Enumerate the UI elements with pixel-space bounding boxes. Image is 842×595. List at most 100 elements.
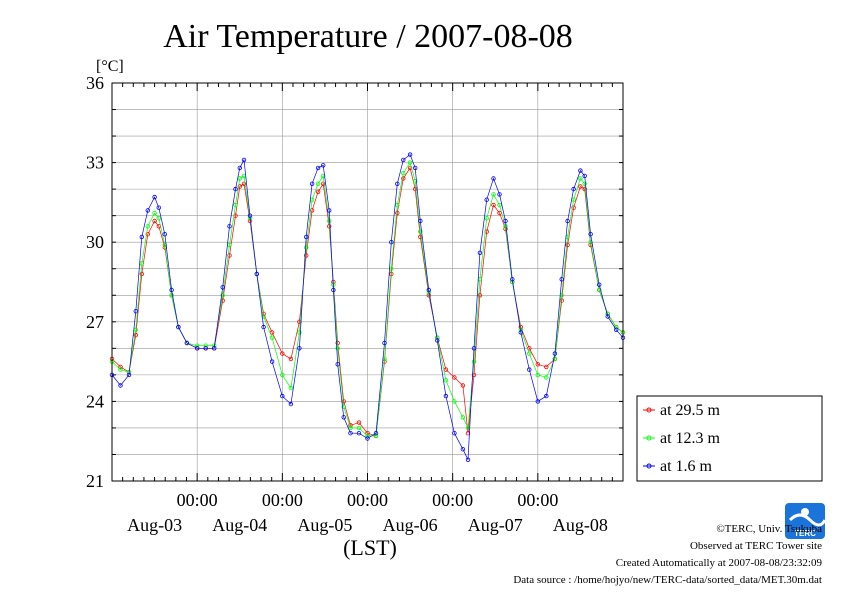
data-point [497,202,502,208]
data-point [407,152,413,157]
data-point [452,399,457,404]
data-point [452,431,457,436]
chart-title: Air Temperature / 2007-08-08 [163,18,573,55]
data-point [237,165,242,171]
data-point [395,202,400,208]
x-day-label: Aug-04 [212,515,267,535]
data-point [503,224,508,229]
legend-swatch-marker [646,407,652,413]
y-tick-label: 21 [86,471,104,491]
data-point [118,364,123,370]
data-point [348,425,353,431]
data-point [582,186,587,192]
x-day-label: Aug-05 [297,515,352,535]
data-point [389,239,394,245]
data-point [261,314,266,319]
data-point [365,433,370,439]
data-point [460,383,466,388]
data-point [335,346,340,351]
data-point [460,447,466,452]
data-point [162,242,167,248]
data-point [605,314,610,319]
legend: at 29.5 m at 12.3 m at 1.6 m [636,395,823,482]
data-point [588,231,593,237]
data-point [373,433,379,439]
series-layer [109,152,626,462]
data-point [535,372,540,378]
data-point [227,253,232,258]
data-point [220,293,225,298]
data-point [156,216,161,221]
data-point [227,224,232,229]
data-point [184,340,190,346]
data-point [194,346,200,351]
data-point [565,218,570,224]
data-point [152,194,157,200]
data-point [413,165,418,171]
x-day-label: Aug-06 [383,515,438,535]
data-point [452,375,457,380]
data-point [571,186,576,192]
data-point [552,356,558,362]
data-point [247,213,253,218]
data-point [145,231,150,237]
data-point [327,218,332,224]
data-point [133,332,138,338]
data-point [544,364,549,370]
data-point [309,181,315,186]
data-point [241,181,247,186]
x-day-label: Aug-03 [127,515,182,535]
data-point [407,160,413,165]
data-point [435,338,440,343]
data-point [304,234,309,240]
y-axis-unit-label: [°C] [96,58,124,75]
data-point [365,436,370,441]
data-point [220,285,225,290]
data-point [321,181,326,186]
data-point [152,210,157,216]
x-time-label: 00:00 [517,490,558,510]
data-point [309,208,315,213]
data-point [237,184,242,189]
data-point [559,277,564,282]
data-point [304,245,309,250]
data-point [552,351,558,356]
data-point [356,420,362,425]
data-point [597,282,602,287]
data-point [382,340,387,346]
data-point [162,231,167,237]
legend-swatch-marker [646,435,652,441]
x-time-label: 00:00 [432,490,473,510]
data-point [465,431,471,436]
data-point [280,393,285,399]
y-tick-labels: 21 24 27 30 33 36 [86,73,104,491]
legend-items: at 29.5 m at 12.3 m at 1.6 m [643,402,721,475]
data-point [491,192,496,197]
data-point [582,181,587,186]
data-point [518,330,523,335]
data-point [139,271,144,277]
data-point [261,324,266,330]
legend-swatch-marker [646,463,652,469]
data-point [588,239,593,245]
data-point [413,178,418,184]
x-time-label: 00:00 [177,490,218,510]
data-point [578,184,583,189]
data-point [460,415,466,420]
data-point [304,253,309,258]
data-point [139,234,144,240]
data-point [477,250,483,255]
x-axis-label: (LST) [343,535,397,560]
data-point [578,176,583,181]
data-point [254,271,259,277]
data-point [418,229,423,234]
plot-frame [111,82,624,482]
data-point [331,287,336,293]
data-point [321,163,326,168]
data-point [126,372,132,378]
data-point [491,176,496,181]
data-point [491,202,496,208]
x-day-label: Aug-08 [553,515,608,535]
data-point [356,425,362,431]
